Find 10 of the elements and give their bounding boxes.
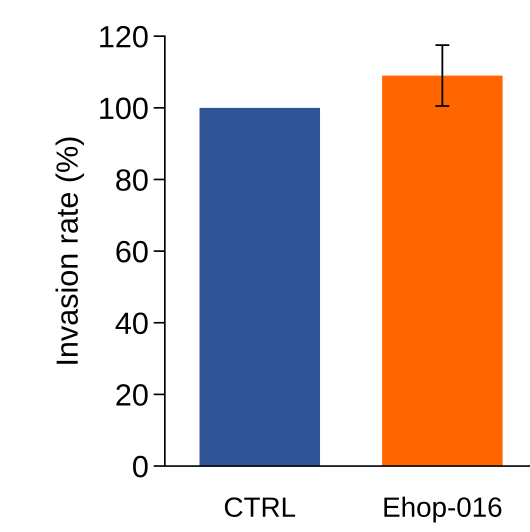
y-tick-label: 0 [133, 456, 148, 478]
y-tick-label: 60 [116, 240, 148, 262]
y-axis-title: Invasion rate (%) [56, 138, 84, 364]
x-tick-label: Ehop-016 [384, 496, 502, 522]
x-tick-label: CTRL [224, 497, 296, 517]
y-tick-label: 20 [116, 384, 148, 406]
y-tick-label: 80 [116, 169, 148, 191]
y-tick-label: 100 [100, 98, 148, 120]
y-tick-label: 40 [116, 312, 148, 334]
y-tick-label: 120 [100, 26, 148, 48]
